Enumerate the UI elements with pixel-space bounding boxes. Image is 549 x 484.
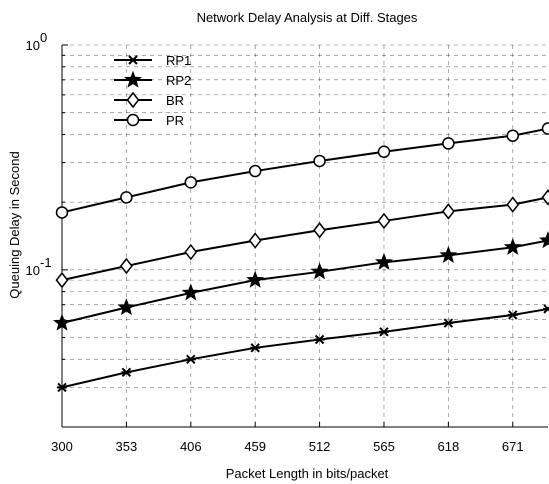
data-point-br	[313, 222, 327, 239]
data-point-rp1	[185, 354, 196, 365]
star-marker-shape	[117, 298, 136, 316]
diamond-marker-shape	[313, 222, 327, 239]
data-point-rp1	[543, 304, 549, 314]
series-line-br	[61, 196, 549, 282]
data-point-pr	[506, 129, 520, 142]
x-axis-label: Packet Length in bits/packet	[226, 466, 389, 481]
series-layer	[53, 122, 549, 393]
data-point-br	[55, 271, 69, 289]
diamond-marker-shape	[541, 189, 549, 206]
diamond-marker-shape	[184, 243, 198, 261]
chart-title: Network Delay Analysis at Diff. Stages	[197, 10, 418, 25]
x-tick-label: 512	[309, 439, 331, 454]
data-point-rp2	[117, 298, 136, 316]
diamond-marker-shape	[119, 257, 133, 275]
x-tick-label: 406	[180, 439, 202, 454]
data-point-br	[506, 196, 520, 213]
diamond-marker-shape	[377, 212, 391, 230]
legend-marker	[124, 70, 142, 88]
x-tick-label: 300	[51, 439, 73, 454]
data-point-rp2	[310, 262, 329, 280]
circle-marker-shape	[55, 206, 69, 219]
series-line-rp1	[61, 307, 549, 389]
circle-marker-shape	[541, 122, 549, 135]
diamond-marker-shape	[126, 91, 140, 109]
legend-marker	[126, 91, 140, 109]
data-point-rp1	[314, 334, 325, 345]
data-point-pr	[120, 191, 133, 204]
x-tick-label: 353	[116, 439, 138, 454]
data-point-pr	[248, 164, 262, 178]
data-point-rp1	[443, 318, 454, 328]
series-line-rp2	[61, 239, 549, 325]
circle-marker-shape	[184, 176, 198, 189]
legend-label: RP2	[166, 73, 191, 88]
x-tick-label: 618	[438, 439, 460, 454]
data-point-rp2	[503, 237, 522, 255]
data-point-rp2	[246, 270, 265, 288]
data-point-br	[248, 232, 262, 249]
data-point-rp2	[375, 252, 393, 270]
y-tick-exponent: -1	[40, 255, 52, 270]
y-tick-exponent: 0	[40, 30, 47, 45]
data-point-rp2	[539, 231, 549, 249]
data-point-rp1	[57, 382, 67, 393]
data-point-pr	[55, 206, 69, 219]
diamond-marker-shape	[248, 232, 262, 249]
y-axis-label: Queuing Delay in Second	[7, 151, 22, 298]
legend-label: RP1	[166, 53, 191, 68]
data-point-rp1	[507, 310, 518, 320]
circle-marker-shape	[313, 154, 326, 168]
legend-marker	[126, 113, 140, 127]
circle-marker-shape	[377, 145, 391, 159]
y-tick-label: 10	[26, 38, 40, 53]
x-tick-label: 565	[373, 439, 395, 454]
data-point-rp1	[250, 343, 261, 353]
star-marker-shape	[53, 313, 71, 331]
series-line-pr	[61, 127, 549, 214]
grid-layer	[61, 44, 548, 428]
data-point-br	[184, 243, 198, 261]
x-tick-label: 459	[244, 439, 266, 454]
data-point-br	[119, 257, 133, 275]
circle-marker-shape	[120, 191, 133, 204]
data-point-rp2	[181, 283, 200, 301]
star-marker-shape	[439, 245, 458, 263]
y-tick-label: 10	[26, 263, 40, 278]
data-point-pr	[541, 122, 549, 135]
star-marker-shape	[503, 237, 522, 255]
data-point-rp2	[53, 313, 71, 331]
diamond-marker-shape	[506, 196, 520, 213]
circle-marker-shape	[248, 164, 262, 178]
star-marker-shape	[375, 252, 393, 270]
circle-marker-shape	[442, 137, 455, 150]
legend: RP1 RP2 BR PR	[114, 53, 191, 128]
data-point-br	[541, 189, 549, 206]
data-point-pr	[313, 154, 326, 168]
legend-marker	[128, 55, 138, 65]
data-point-br	[377, 212, 391, 230]
data-point-rp2	[439, 245, 458, 263]
star-marker-shape	[310, 262, 329, 280]
star-marker-shape	[181, 283, 200, 301]
star-marker-shape	[246, 270, 265, 288]
star-marker-shape	[539, 231, 549, 249]
data-point-pr	[184, 176, 198, 189]
star-marker-shape	[124, 70, 142, 88]
data-point-rp1	[121, 367, 132, 378]
x-tick-label: 671	[502, 439, 524, 454]
data-point-pr	[377, 145, 391, 159]
circle-marker-shape	[126, 113, 140, 127]
legend-label: PR	[166, 113, 184, 128]
diamond-marker-shape	[55, 271, 69, 289]
legend-label: BR	[166, 93, 184, 108]
circle-marker-shape	[506, 129, 520, 142]
data-point-pr	[442, 137, 455, 150]
diamond-marker-shape	[441, 203, 455, 220]
data-point-br	[441, 203, 455, 220]
data-point-rp1	[378, 327, 389, 337]
